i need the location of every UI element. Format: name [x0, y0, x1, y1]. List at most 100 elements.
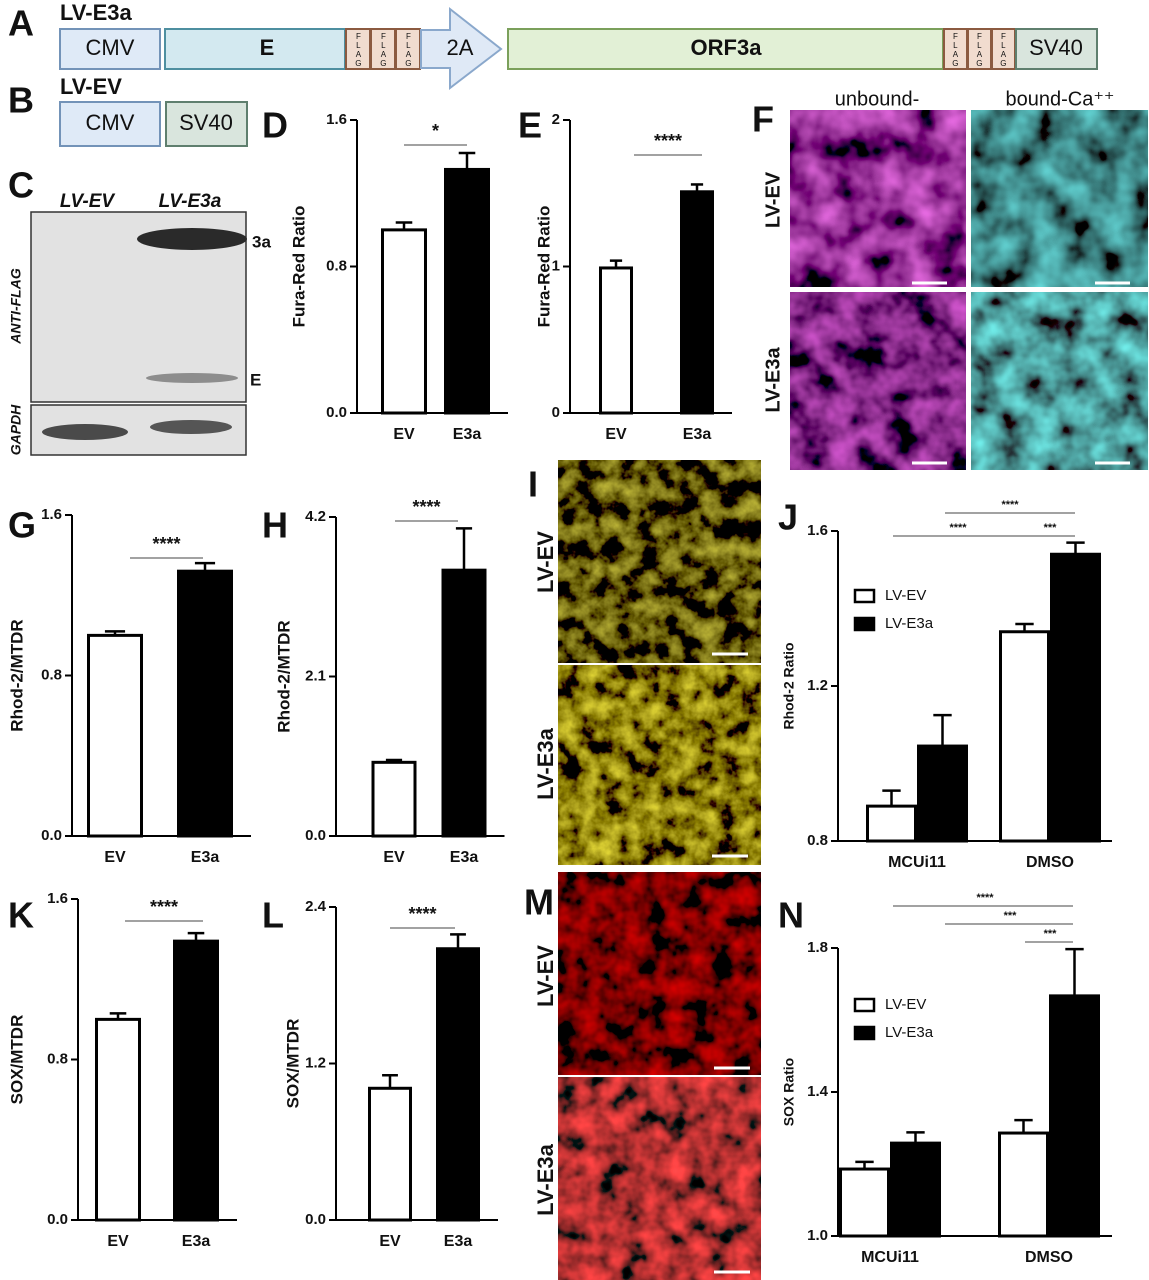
- bar: [444, 167, 490, 415]
- bar: [1049, 994, 1100, 1238]
- bar: [381, 228, 427, 415]
- panel-letter: N: [778, 895, 804, 936]
- bar: [87, 633, 143, 838]
- band-label: E: [250, 370, 261, 389]
- antibody-label: GAPDH: [8, 404, 24, 455]
- blot-band: [137, 228, 247, 250]
- panel-letter: A: [8, 3, 34, 44]
- significance-label: ***: [1004, 910, 1018, 922]
- y-tick-label: 1.6: [326, 111, 347, 128]
- sv40-box: [165, 101, 248, 147]
- legend-label: LV-E3a: [885, 1024, 934, 1041]
- significance-label: ****: [408, 904, 436, 924]
- sv40-label: SV40: [1029, 35, 1083, 60]
- bar: [839, 1167, 890, 1238]
- significance-label: *: [432, 121, 439, 141]
- bar: [177, 569, 233, 838]
- micrograph: [558, 460, 761, 663]
- panel-letter: M: [524, 882, 554, 923]
- row-label: LV-EV: [762, 171, 784, 228]
- lane-label: LV-EV: [60, 191, 116, 212]
- panel-letter: E: [518, 105, 542, 146]
- bar: [368, 1086, 412, 1222]
- panel-letter: D: [262, 105, 288, 146]
- x-tick-label: EV: [379, 1233, 401, 1250]
- bar: [866, 804, 917, 843]
- micrograph: [790, 292, 966, 470]
- y-tick-label: 1.6: [807, 522, 828, 539]
- row-label: LV-E3a: [533, 727, 558, 800]
- significance-label: ****: [949, 522, 967, 534]
- antibody-label: ANTI-FLAG: [8, 268, 24, 345]
- micrograph: [971, 292, 1148, 470]
- row-label: LV-E3a: [533, 1143, 558, 1216]
- bar: [680, 190, 714, 415]
- flag-label: FLAG: [951, 32, 960, 68]
- flag-label: FLAG: [354, 32, 363, 68]
- y-tick-label: 0.8: [326, 257, 347, 274]
- y-axis-label: Fura-Red Ratio: [289, 206, 308, 328]
- x-tick-label: E3a: [453, 426, 482, 443]
- y-tick-label: 0.0: [305, 1211, 326, 1228]
- y-tick-label: 2.1: [305, 667, 326, 684]
- flag-box: [370, 28, 396, 70]
- sv40-label: SV40: [179, 110, 233, 135]
- y-tick-label: 1.2: [807, 677, 828, 694]
- x-tick-label: MCUi11: [861, 1249, 919, 1266]
- cmv-box: [59, 101, 161, 147]
- y-tick-label: 1.6: [41, 506, 62, 523]
- blot-band: [150, 420, 232, 434]
- y-axis-label: SOX/MTDR: [7, 1015, 26, 1105]
- y-tick-label: 0.0: [305, 827, 326, 844]
- bar: [173, 939, 219, 1222]
- row-label: LV-E3a: [762, 347, 784, 413]
- y-tick-label: 1: [552, 257, 560, 274]
- significance-label: ****: [976, 892, 994, 904]
- y-tick-label: 1.0: [807, 1227, 828, 1244]
- band-label: 3a: [252, 232, 271, 251]
- micrograph: [558, 665, 761, 865]
- panel-letter: L: [262, 895, 284, 936]
- legend-label: LV-EV: [885, 996, 926, 1013]
- y-axis-label: SOX/MTDR: [283, 1019, 302, 1109]
- legend-label: LV-EV: [885, 587, 926, 604]
- bar: [917, 744, 968, 843]
- cmv-label: CMV: [86, 110, 135, 135]
- flag-label: FLAG: [999, 32, 1008, 68]
- y-tick-label: 1.8: [807, 939, 828, 956]
- x-tick-label: DMSO: [1025, 1249, 1073, 1266]
- bar: [998, 1131, 1049, 1238]
- panel-letter: I: [528, 464, 538, 505]
- micrograph: [790, 110, 966, 287]
- x-tick-label: E3a: [683, 426, 712, 443]
- legend-swatch: [853, 616, 876, 632]
- flag-box: [345, 28, 371, 70]
- panel-letter: J: [778, 497, 798, 538]
- flag-label: FLAG: [379, 32, 388, 68]
- panel-letter: G: [8, 505, 36, 546]
- x-tick-label: E3a: [450, 849, 479, 866]
- y-tick-label: 0.8: [47, 1050, 68, 1067]
- construct-name: LV-EV: [60, 74, 122, 99]
- y-tick-label: 1.6: [47, 890, 68, 907]
- x-tick-label: E3a: [182, 1233, 211, 1250]
- y-tick-label: 2.4: [305, 898, 327, 915]
- y-tick-label: 2: [552, 111, 560, 128]
- panel-letter: F: [752, 99, 774, 140]
- bar: [371, 760, 417, 838]
- legend-swatch: [853, 1025, 876, 1041]
- linker-label: 2A: [447, 35, 474, 60]
- bar: [890, 1141, 941, 1238]
- bar: [599, 266, 633, 415]
- flag-label: FLAG: [404, 32, 413, 68]
- significance-label: ****: [152, 534, 180, 554]
- x-tick-label: E3a: [191, 849, 220, 866]
- flag-label: FLAG: [975, 32, 984, 68]
- y-tick-label: 0.8: [41, 666, 62, 683]
- y-tick-label: 0.8: [807, 832, 828, 849]
- y-axis-label: SOX Ratio: [781, 1058, 797, 1126]
- legend-label: LV-E3a: [885, 615, 934, 632]
- legend-swatch: [853, 588, 876, 604]
- e-box: [164, 28, 346, 70]
